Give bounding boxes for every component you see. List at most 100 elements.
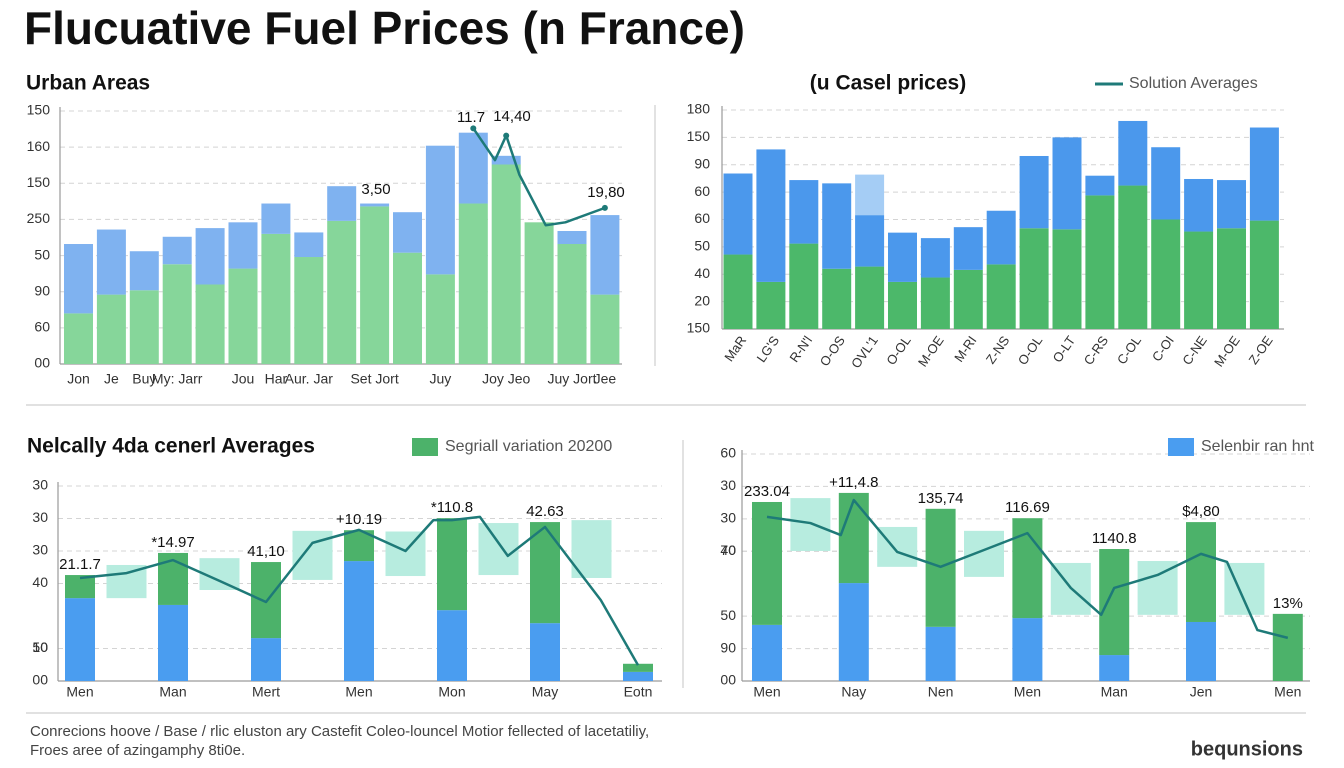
bar-segment (393, 212, 422, 253)
legend-swatch (412, 438, 438, 456)
bar-segment (162, 236, 192, 265)
value-label: $4,80 (1182, 503, 1220, 520)
bar-segment (623, 663, 653, 672)
x-tick-label: Har (265, 371, 288, 387)
bar-segment (723, 173, 753, 255)
x-tick-label: Men (345, 684, 372, 700)
bar-segment (557, 230, 587, 245)
y-tick-label: 10 (32, 639, 48, 655)
x-tick-label: Mon (438, 684, 465, 700)
bar-segment (953, 269, 983, 329)
bar-segment (838, 492, 869, 584)
x-tick-label: C-OL (1114, 333, 1144, 367)
range-box (1137, 561, 1178, 615)
range-box (790, 498, 831, 551)
bar-segment (65, 575, 95, 599)
x-tick-label: Buy (132, 371, 156, 387)
bar-segment (1184, 178, 1214, 232)
y-tick-label: 40 (694, 265, 710, 281)
y-tick-label: 40 (32, 574, 48, 590)
y-tick-label: 180 (687, 101, 711, 117)
y-tick-label: 250 (27, 210, 51, 226)
bar-segment (1151, 147, 1181, 220)
x-tick-label: Juy Jort (547, 371, 596, 387)
bar-segment (1012, 618, 1043, 681)
bar-segment (752, 624, 782, 681)
x-tick-label: Men (753, 684, 780, 700)
line-point (601, 204, 608, 211)
trend-line (79, 515, 640, 666)
y-tick-label: 60 (720, 445, 736, 461)
bar-segment (524, 222, 554, 364)
value-label: 21.1.7 (59, 556, 101, 573)
x-tick-label: C-NE (1179, 333, 1210, 368)
bar-segment (195, 228, 225, 285)
x-tick-label: R-N'l (786, 333, 815, 365)
chart-title: Nelcally 4da cenerl Averages (27, 435, 315, 458)
bar-segment (855, 174, 885, 216)
range-box (571, 520, 612, 578)
bar-segment (1052, 229, 1082, 329)
bar-segment (756, 149, 786, 282)
bar-segment (752, 501, 782, 625)
annotation: 11.7 (457, 109, 485, 126)
bar-segment (920, 238, 950, 278)
bar-segment (491, 164, 521, 364)
value-label: 233.04 (744, 483, 790, 500)
x-tick-label: Man (1101, 684, 1128, 700)
bar-segment (590, 215, 620, 295)
bar-segment (953, 227, 983, 270)
y-tick-label: 90 (694, 155, 710, 171)
value-label: 41,10 (247, 543, 285, 560)
bar-segment (1019, 155, 1049, 229)
y-tick-label: 00 (720, 672, 736, 688)
x-tick-label: O-OL (1015, 333, 1046, 368)
value-label: 116.69 (1005, 499, 1050, 516)
y-tick-label: 50 (720, 607, 736, 623)
bar-segment (64, 313, 93, 364)
y-tick-label: 50 (34, 246, 50, 262)
legend-label: Selenbir ran hnt (1201, 438, 1315, 455)
bar-segment (925, 626, 956, 681)
legend-label: Solution Averages (1129, 75, 1258, 92)
bar-segment (1118, 185, 1148, 329)
bar-segment (327, 186, 357, 221)
x-tick-label: C-RS (1081, 333, 1112, 368)
range-box (478, 523, 519, 576)
x-tick-label: M-RI (951, 333, 979, 365)
footnote: Conrecions hoove / Base / rlic eluston a… (30, 723, 649, 740)
x-tick-label: Man (159, 684, 186, 700)
x-tick-label: Aur. Jar (285, 371, 334, 387)
y-tick-label: 50 (32, 639, 48, 655)
bar-segment (986, 264, 1016, 329)
x-tick-label: Nen (928, 684, 954, 700)
bar-segment (360, 203, 390, 207)
trend-line (472, 127, 606, 227)
bar-segment (64, 244, 93, 314)
bar-segment (294, 257, 324, 364)
bar-segment (590, 294, 620, 364)
x-tick-label: Jee (594, 371, 617, 387)
y-tick-label: 90 (720, 639, 736, 655)
bar-segment (1186, 621, 1216, 681)
bar-segment (1217, 228, 1246, 329)
x-tick-label: Men (66, 684, 93, 700)
x-tick-label: May (532, 684, 558, 700)
y-tick-label: 30 (32, 542, 48, 558)
bar-segment (491, 155, 521, 165)
bar-segment (1184, 231, 1214, 329)
bar-segment (1249, 220, 1279, 329)
x-tick-label: Men (1014, 684, 1041, 700)
value-label: 135,74 (918, 490, 964, 507)
bar-segment (65, 598, 95, 681)
bar-segment (360, 206, 390, 364)
x-tick-label: Joy Jeo (482, 371, 530, 387)
x-tick-label: Mert (252, 684, 280, 700)
chart-title: Urban Areas (26, 72, 150, 95)
y-tick-label: 150 (27, 174, 51, 190)
bar-segment (261, 233, 291, 364)
y-tick-label: 30 (720, 477, 736, 493)
x-tick-label: OVL'1 (848, 333, 881, 371)
x-tick-label: Z-OE (1246, 333, 1276, 367)
